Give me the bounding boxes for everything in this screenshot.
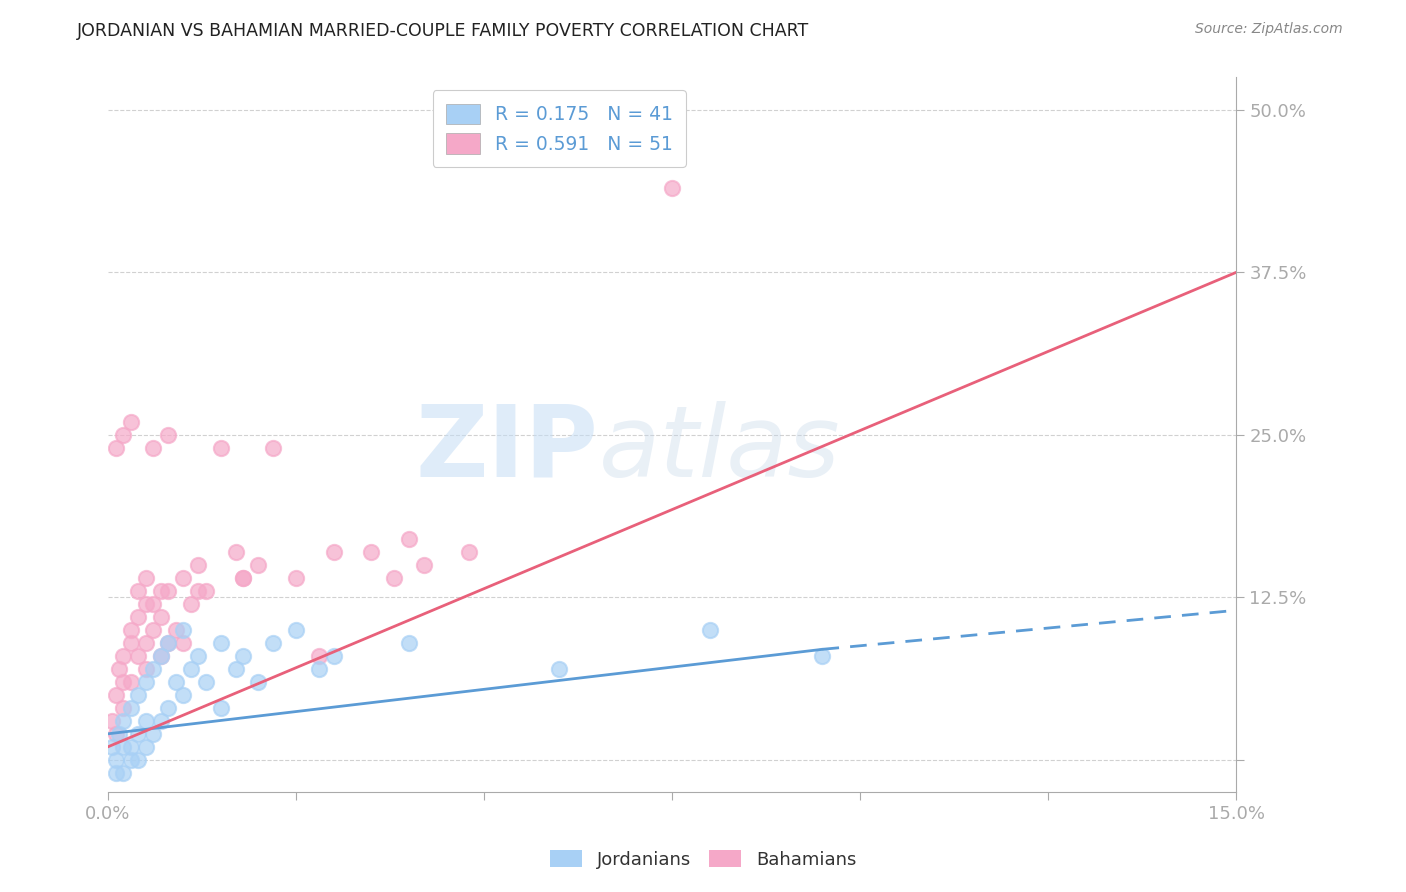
Point [120, 623, 142, 637]
Point [157, 428, 180, 442]
Point [157, 636, 180, 650]
Point [135, 714, 157, 728]
Point [100, 739, 122, 754]
Point [398, 636, 420, 650]
Point [112, 428, 135, 442]
Point [120, 739, 142, 754]
Point [149, 648, 172, 663]
Point [127, 583, 149, 598]
Point [172, 636, 194, 650]
Point [172, 688, 194, 702]
Text: ZIP: ZIP [416, 401, 599, 498]
Point [112, 765, 135, 780]
Point [112, 714, 135, 728]
Point [108, 662, 131, 676]
Point [127, 688, 149, 702]
Point [120, 415, 142, 429]
Point [180, 662, 202, 676]
Point [112, 674, 135, 689]
Point [142, 623, 165, 637]
Point [194, 674, 217, 689]
Point [104, 441, 127, 455]
Point [398, 532, 420, 546]
Point [149, 610, 172, 624]
Text: Source: ZipAtlas.com: Source: ZipAtlas.com [1195, 22, 1343, 37]
Point [165, 674, 187, 689]
Point [135, 662, 157, 676]
Point [127, 753, 149, 767]
Point [322, 545, 344, 559]
Point [225, 662, 247, 676]
Text: JORDANIAN VS BAHAMIAN MARRIED-COUPLE FAMILY POVERTY CORRELATION CHART: JORDANIAN VS BAHAMIAN MARRIED-COUPLE FAM… [77, 22, 810, 40]
Point [157, 636, 180, 650]
Point [157, 701, 180, 715]
Point [232, 571, 254, 585]
Point [209, 701, 232, 715]
Point [127, 727, 149, 741]
Point [149, 648, 172, 663]
Point [165, 623, 187, 637]
Point [180, 597, 202, 611]
Point [360, 545, 382, 559]
Point [412, 558, 434, 572]
Point [458, 545, 481, 559]
Point [262, 636, 284, 650]
Point [209, 441, 232, 455]
Point [100, 714, 122, 728]
Point [142, 441, 165, 455]
Point [811, 648, 834, 663]
Point [232, 648, 254, 663]
Point [285, 623, 308, 637]
Point [112, 648, 135, 663]
Point [285, 571, 308, 585]
Point [127, 610, 149, 624]
Point [112, 739, 135, 754]
Point [142, 727, 165, 741]
Point [135, 674, 157, 689]
Point [187, 558, 209, 572]
Point [322, 648, 344, 663]
Point [135, 571, 157, 585]
Point [172, 571, 194, 585]
Point [187, 583, 209, 598]
Point [104, 727, 127, 741]
Point [120, 636, 142, 650]
Point [225, 545, 247, 559]
Point [120, 753, 142, 767]
Legend: R = 0.175   N = 41, R = 0.591   N = 51: R = 0.175 N = 41, R = 0.591 N = 51 [433, 90, 686, 167]
Point [120, 674, 142, 689]
Text: atlas: atlas [599, 401, 841, 498]
Point [142, 597, 165, 611]
Point [548, 662, 571, 676]
Point [262, 441, 284, 455]
Point [699, 623, 721, 637]
Point [104, 765, 127, 780]
Point [194, 583, 217, 598]
Point [661, 181, 683, 195]
Point [108, 727, 131, 741]
Point [247, 674, 270, 689]
Point [112, 701, 135, 715]
Point [104, 753, 127, 767]
Point [157, 583, 180, 598]
Point [104, 688, 127, 702]
Legend: Jordanians, Bahamians: Jordanians, Bahamians [543, 843, 863, 876]
Point [142, 662, 165, 676]
Point [127, 648, 149, 663]
Point [135, 597, 157, 611]
Point [120, 701, 142, 715]
Point [149, 714, 172, 728]
Point [382, 571, 405, 585]
Point [209, 636, 232, 650]
Point [149, 583, 172, 598]
Point [232, 571, 254, 585]
Point [135, 636, 157, 650]
Point [172, 623, 194, 637]
Point [247, 558, 270, 572]
Point [187, 648, 209, 663]
Point [135, 739, 157, 754]
Point [308, 662, 330, 676]
Point [308, 648, 330, 663]
